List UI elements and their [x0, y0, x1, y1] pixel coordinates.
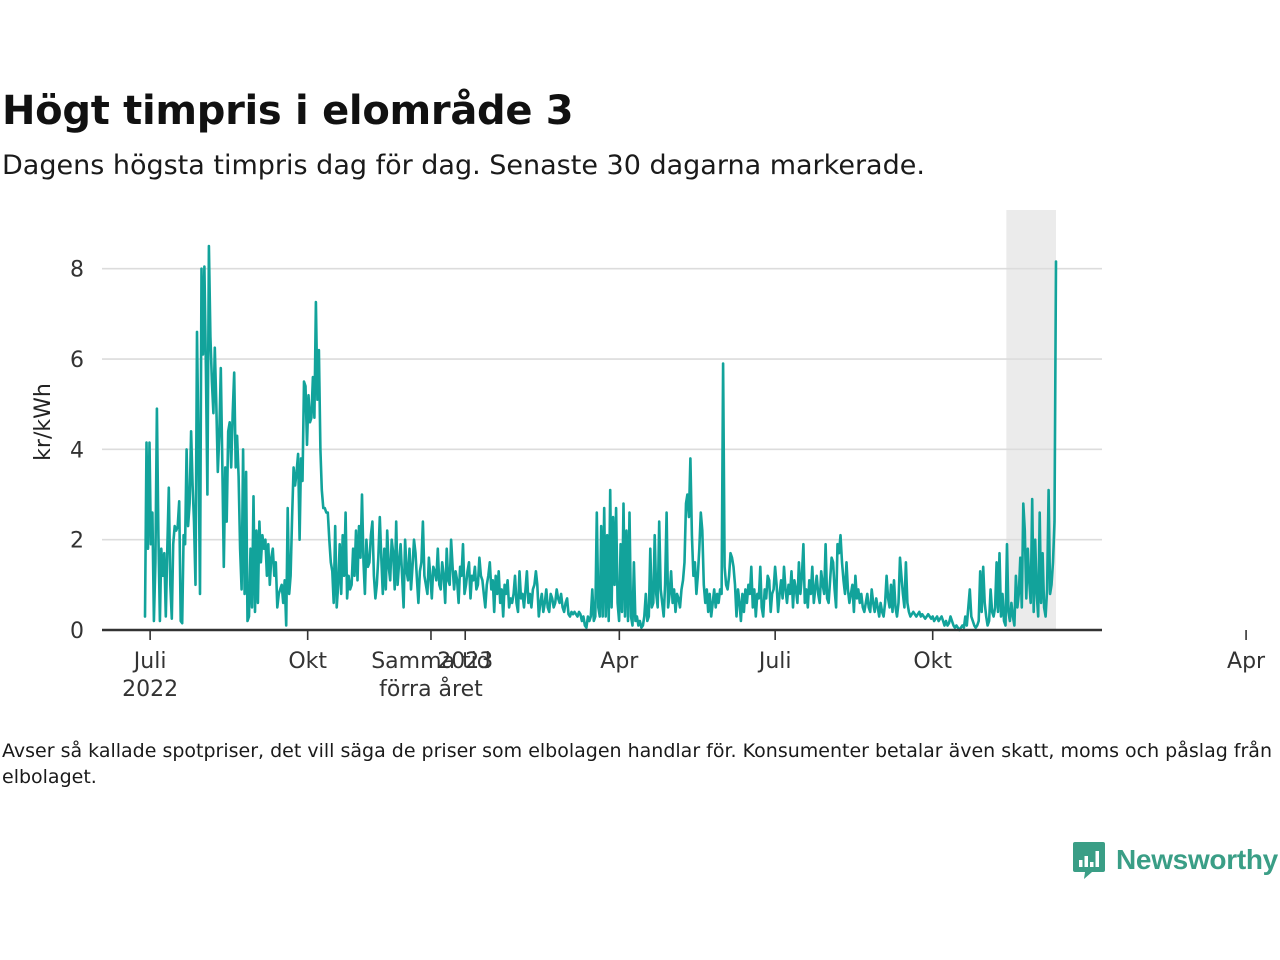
y-tick-label: 0 [70, 619, 84, 644]
x-axis-ticks: Juli 2022 Okt 2023 Apr Juli Okt Samma tid förra … [122, 630, 1266, 702]
line-chart: 0 2 4 6 8 Juli 2022 Okt 2023 Apr Juli Okt Samma tid… [31, 210, 1266, 702]
x-tick-label: Juli [757, 649, 792, 674]
x-tick-label: Samma tid förra året [371, 649, 491, 702]
footnote: Avser så kallade spotpriser, det vill sä… [2, 740, 1272, 788]
y-axis-title: kr/kWh [31, 383, 56, 461]
x-tick-label: Apr [1227, 649, 1266, 674]
chart-subtitle: Dagens högsta timpris dag för dag. Senas… [2, 150, 925, 181]
x-tick-label: Okt [913, 649, 952, 674]
brand-name: Newsworthy [1116, 844, 1278, 875]
chart-title: Högt timpris i elområde 3 [2, 88, 574, 134]
x-tick-label: Juli 2022 [122, 649, 178, 702]
x-tick-label: Okt [288, 649, 327, 674]
x-tick-label: 2023 [437, 649, 493, 674]
y-tick-label: 2 [70, 529, 84, 554]
x-tick-label: Apr [600, 649, 639, 674]
newsworthy-logo: Newsworthy [1072, 840, 1278, 880]
y-tick-label: 6 [70, 348, 84, 373]
y-tick-label: 4 [70, 438, 84, 463]
gridlines [102, 267, 1102, 541]
y-axis-ticks: 0 2 4 6 8 [70, 258, 84, 644]
price-series-line [143, 244, 1058, 632]
newsworthy-logo-icon [1073, 842, 1105, 879]
y-tick-label: 8 [70, 258, 84, 283]
